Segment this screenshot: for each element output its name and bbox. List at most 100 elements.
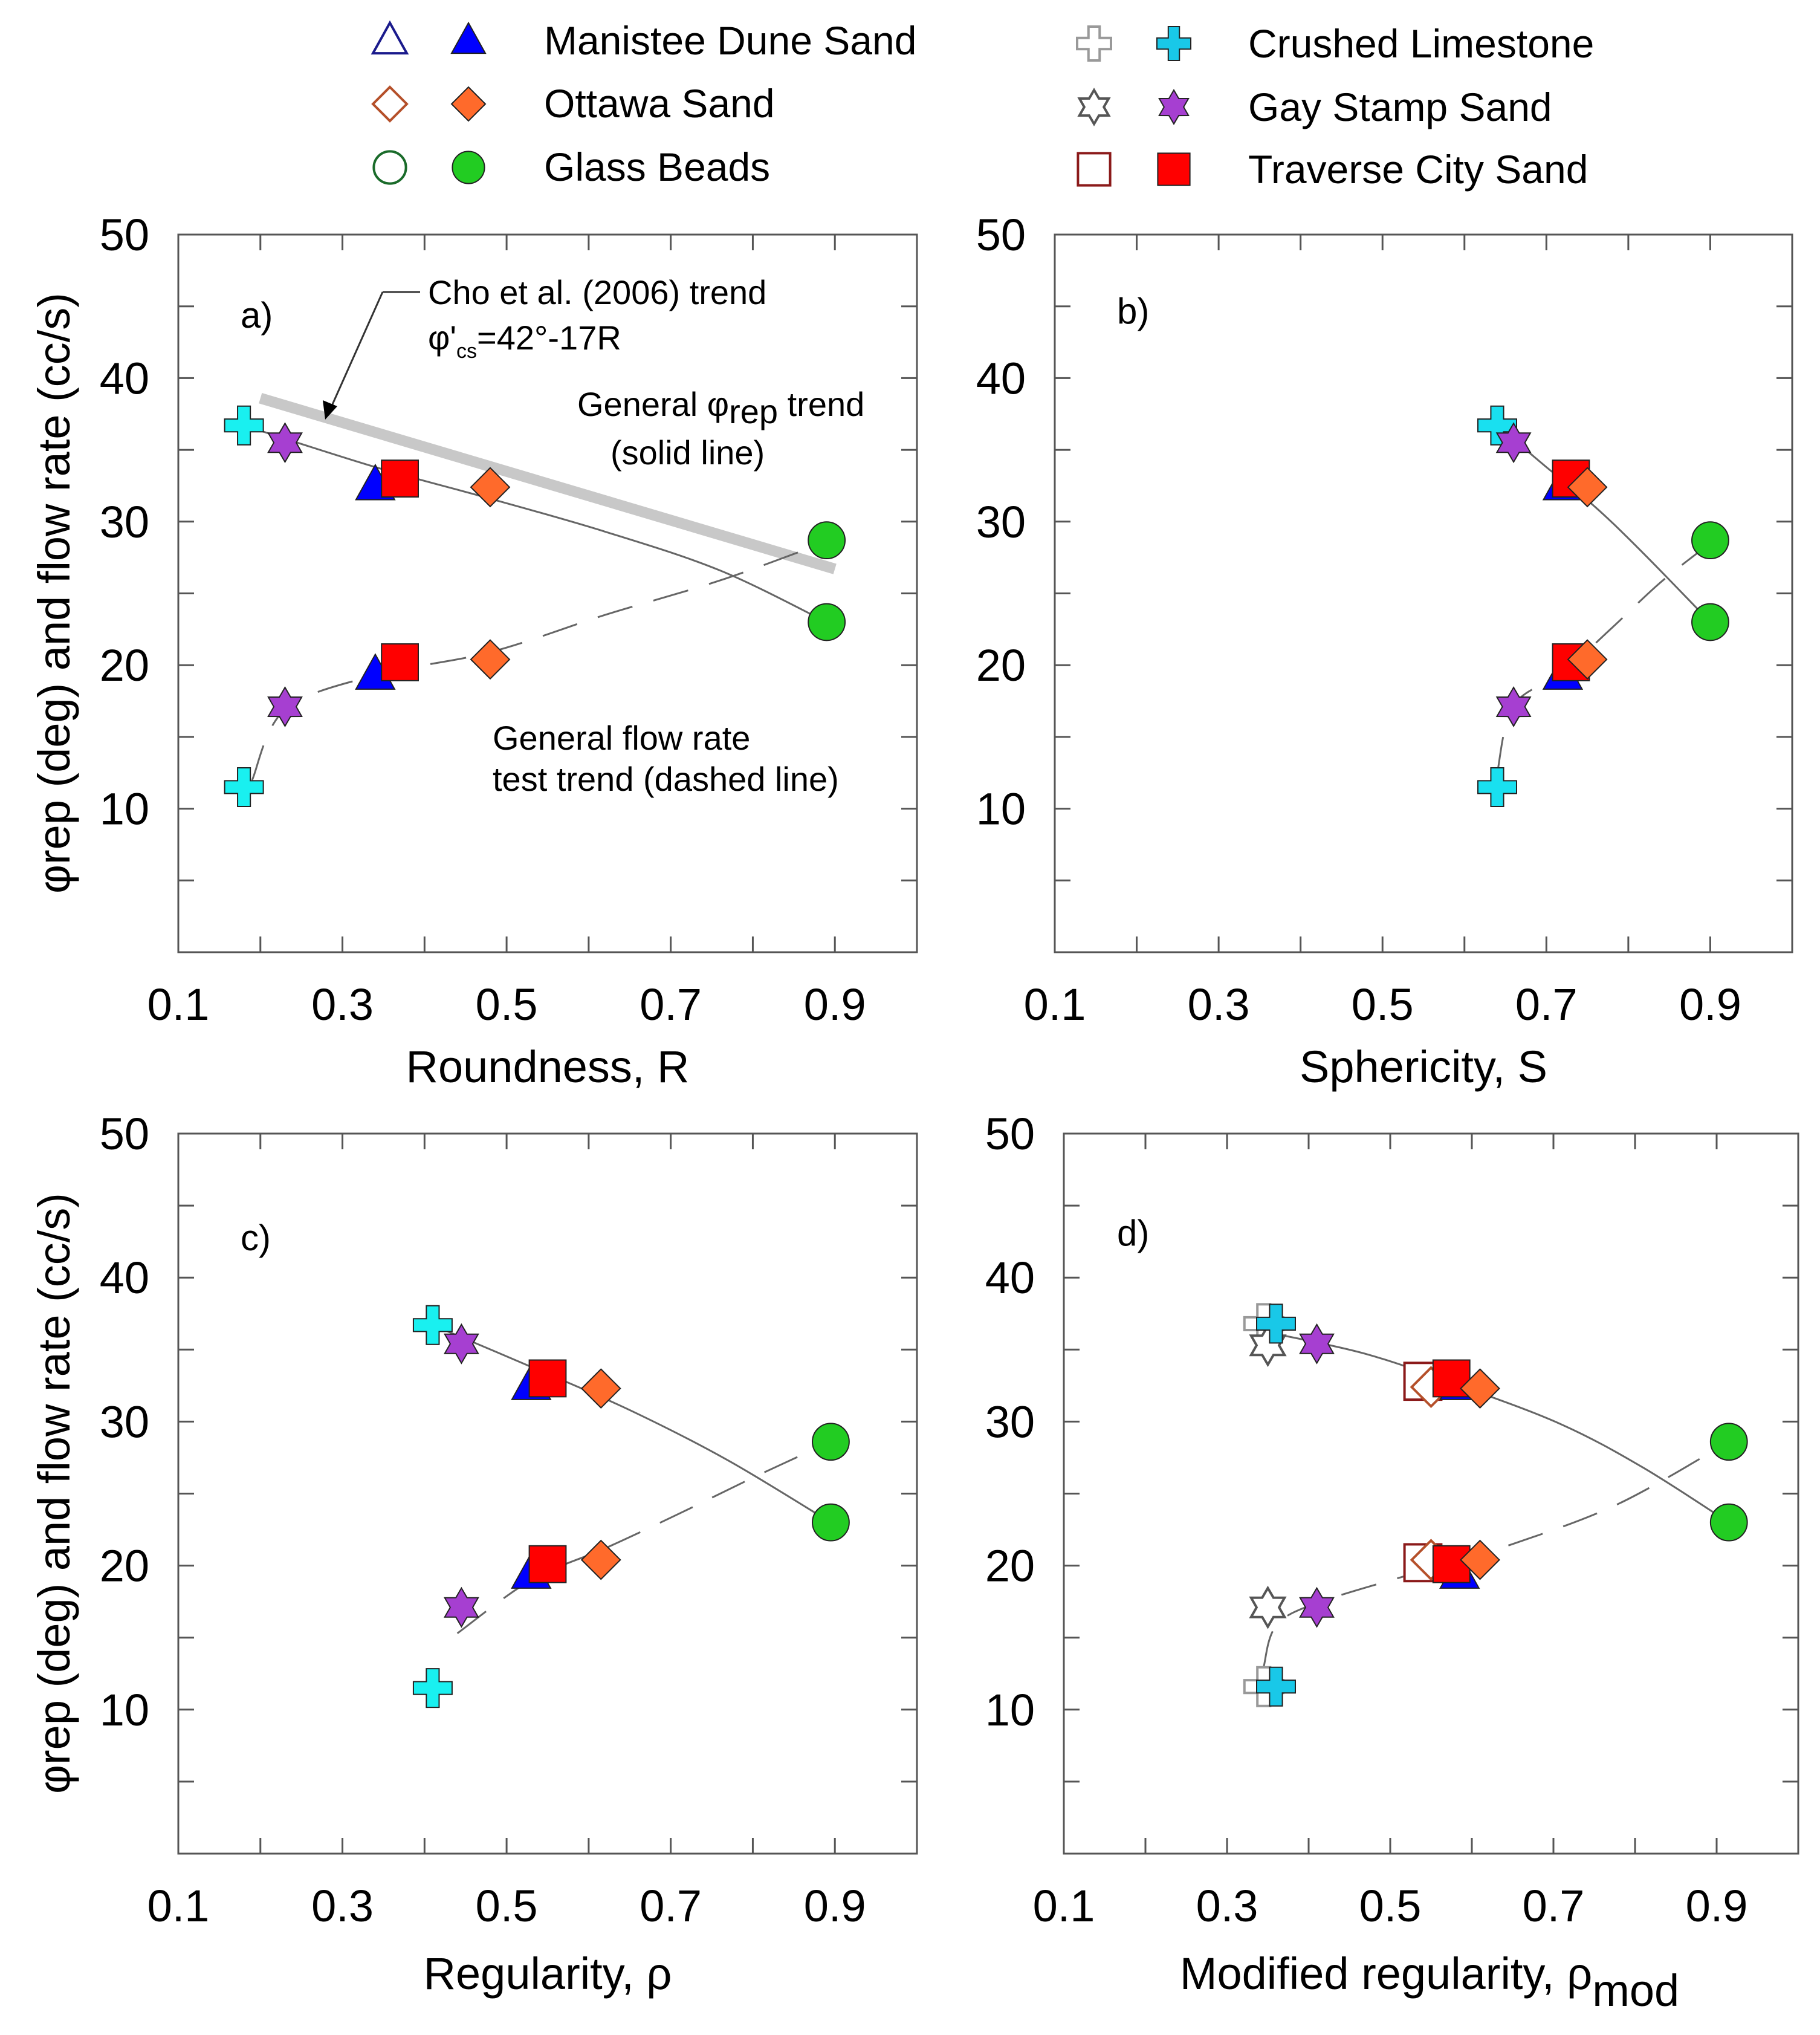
- legend-open-marker-gay: [1077, 88, 1111, 126]
- data-point-gay: [1249, 1585, 1287, 1629]
- panel-label-b: b): [1117, 291, 1149, 331]
- legend-open-circle-icon: [372, 150, 407, 185]
- data-point-gay: [1299, 1323, 1335, 1365]
- data-points-c: [412, 1305, 850, 1709]
- data-point-limestone: [1256, 1303, 1296, 1344]
- x-tick-label: 0.5: [1359, 1881, 1422, 1931]
- panel-a: 0.1 0.3 0.5 0.7 0.9 10 20 30 40 50 a) Roundness, …: [29, 210, 918, 1092]
- data-point-gay: [267, 686, 303, 727]
- y-tick-label: 20: [100, 640, 149, 690]
- legend-solid-marker-manistee: [450, 21, 487, 54]
- flow-trend-label-line2: test trend (dashed line): [493, 760, 839, 798]
- y-tick-label: 50: [100, 1109, 149, 1159]
- trend-lines-c: [432, 1324, 832, 1634]
- legend: Manistee Dune Sand Ottawa Sand Glass Bea…: [371, 18, 1594, 192]
- panel-b: 0.1 0.3 0.5 0.7 0.9 10 20 30 40 50 b) Sphericity,…: [976, 210, 1793, 1092]
- x-tick-label: 0.5: [476, 979, 538, 1030]
- y-tick-label: 50: [976, 210, 1026, 260]
- cho-trend-line: [259, 393, 837, 574]
- data-point-traverse: [381, 459, 419, 498]
- panel-label-c: c): [241, 1218, 271, 1258]
- data-point-glass: [1691, 603, 1729, 641]
- x-tick-label: 0.5: [1352, 979, 1414, 1030]
- panel-label-d: d): [1117, 1213, 1149, 1253]
- y-tick-label: 30: [976, 497, 1026, 547]
- y-tick-label: 40: [100, 353, 149, 403]
- data-point-gay: [443, 1586, 479, 1628]
- y-tick-label: 10: [985, 1685, 1035, 1735]
- legend-open-square-icon: [1077, 152, 1112, 187]
- legend-solid-cross-icon: [1156, 26, 1191, 61]
- x-tick-label: 0.1: [1024, 979, 1086, 1030]
- x-tick-label: 0.9: [804, 979, 866, 1030]
- x-axis-title-c: Regularity, ρ: [424, 1949, 672, 1999]
- flow-dashed-trend-line: [456, 1441, 832, 1634]
- x-tick-label: 0.3: [311, 979, 374, 1030]
- y-tick-label: 10: [100, 1685, 149, 1735]
- x-tick-label: 0.9: [1686, 1881, 1748, 1931]
- y-tick-label: 40: [976, 353, 1026, 403]
- data-point-ottawa: [1460, 1368, 1500, 1409]
- axis-ticks-b: 0.1 0.3 0.5 0.7 0.9 10 20 30 40 50: [976, 210, 1793, 1030]
- y-tick-label: 20: [985, 1541, 1035, 1591]
- x-axis-title-d-text: Modified regularity, ρ: [1180, 1949, 1592, 1999]
- legend-open-marker-manistee: [371, 20, 409, 55]
- x-axis-title-d: Modified regularity, ρmod: [1180, 1949, 1679, 2016]
- trend-lines-b: [1496, 424, 1711, 773]
- legend-item-gay: Gay Stamp Sand: [1077, 85, 1552, 129]
- cho-eq-rest: =42°-17R: [477, 319, 621, 357]
- data-point-glass: [1709, 1503, 1748, 1542]
- data-point-glass: [808, 521, 846, 560]
- x-axis-title-d-sub: mod: [1592, 1965, 1679, 2016]
- cho-trend-equation: φ'cs=42°-17R: [428, 319, 621, 363]
- phi-solid-trend-line: [1497, 424, 1711, 623]
- legend-label-traverse: Traverse City Sand: [1248, 147, 1588, 192]
- plot-frame-c: [177, 1132, 918, 1855]
- y-tick-label: 20: [100, 1541, 149, 1591]
- x-axis-title-a-text: Roundness, R: [406, 1042, 690, 1092]
- x-axis-title-c-text: Regularity, ρ: [424, 1949, 672, 1999]
- phi-trend-label-a: General φ: [577, 385, 729, 423]
- x-tick-label: 0.9: [804, 1881, 866, 1931]
- y-tick-label: 30: [100, 1397, 149, 1447]
- data-point-gay: [1299, 1586, 1335, 1628]
- y-tick-label: 50: [985, 1109, 1035, 1159]
- y-tick-label: 30: [985, 1397, 1035, 1447]
- cho-arrowhead-icon: [323, 400, 337, 420]
- data-point-traverse: [528, 1359, 567, 1398]
- legend-item-ottawa: Ottawa Sand: [371, 81, 775, 126]
- x-axis-title-b: Sphericity, S: [1300, 1042, 1547, 1092]
- legend-solid-star-icon: [1158, 89, 1190, 125]
- data-point-traverse: [528, 1545, 567, 1583]
- data-point-ottawa: [1567, 639, 1608, 680]
- y-tick-label: 10: [976, 784, 1026, 834]
- data-point-glass: [1691, 521, 1729, 560]
- data-point-ottawa: [470, 467, 511, 508]
- x-axis-title-b-text: Sphericity, S: [1300, 1042, 1547, 1092]
- y-axis-title-c: φrep (deg) and flow rate (cc/s): [29, 1193, 79, 1794]
- y-tick-label: 20: [976, 640, 1026, 690]
- x-tick-label: 0.7: [640, 1881, 702, 1931]
- cho-eq-phi: φ': [428, 319, 456, 357]
- legend-solid-circle-icon: [452, 151, 485, 184]
- phi-trend-label-b: trend: [778, 385, 864, 423]
- data-point-limestone: [1477, 767, 1517, 807]
- legend-label-gay: Gay Stamp Sand: [1248, 85, 1552, 129]
- legend-open-marker-limestone: [1076, 25, 1112, 62]
- plot-frame-d: [1063, 1132, 1799, 1855]
- data-point-limestone: [412, 1305, 453, 1345]
- x-axis-title-a: Roundness, R: [406, 1042, 690, 1092]
- axis-ticks-c: 0.1 0.3 0.5 0.7 0.9 10 20 30 40 50: [100, 1109, 918, 1931]
- y-tick-label: 10: [100, 784, 149, 834]
- data-points-a: [224, 405, 846, 807]
- legend-open-triangle-icon: [371, 20, 409, 55]
- data-point-limestone: [224, 767, 264, 807]
- phi-solid-trend-line: [1268, 1331, 1730, 1524]
- phi-trend-label-line2: (solid line): [610, 433, 765, 472]
- legend-open-marker-glass: [372, 150, 407, 185]
- phi-trend-label: General φrep trend: [577, 385, 864, 430]
- x-tick-label: 0.7: [1515, 979, 1578, 1030]
- data-point-gay: [1495, 422, 1532, 464]
- legend-item-manistee: Manistee Dune Sand: [371, 18, 916, 63]
- flow-dashed-trend-line: [1263, 1441, 1730, 1667]
